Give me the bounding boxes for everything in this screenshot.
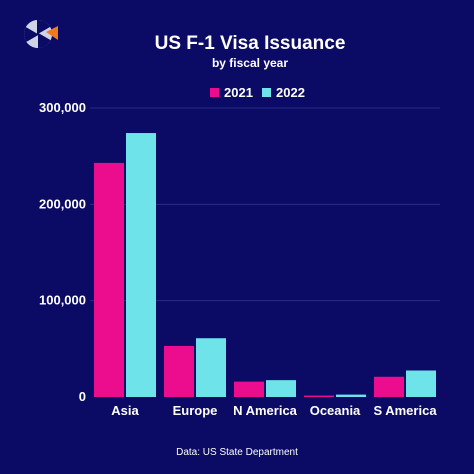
x-tick-label: Oceania <box>310 403 361 418</box>
bar-2021-europe <box>164 345 194 397</box>
bar-2022-n-america <box>266 380 296 397</box>
x-axis-ticks: Asia Europe N America Oceania S America <box>111 403 437 418</box>
x-tick-label: S America <box>373 403 437 418</box>
chart-subtitle: by fiscal year <box>212 56 288 70</box>
y-tick-label: 200,000 <box>39 196 86 211</box>
y-tick-label: 300,000 <box>39 100 86 115</box>
source-note: Data: US State Department <box>176 447 298 458</box>
legend-swatch-2022 <box>262 88 271 97</box>
legend-label-2021: 2021 <box>224 85 253 100</box>
legend: 2021 2022 <box>210 85 305 100</box>
bars <box>94 133 436 397</box>
legend-label-2022: 2022 <box>276 85 305 100</box>
y-tick-label: 0 <box>79 389 86 404</box>
chart-title: US F-1 Visa Issuance <box>155 33 346 54</box>
legend-swatch-2021 <box>210 88 219 97</box>
bar-2021-s-america <box>374 376 404 397</box>
bar-2021-oceania <box>304 395 334 397</box>
segmented-circle-logo-icon <box>24 20 58 48</box>
y-tick-label: 100,000 <box>39 293 86 308</box>
y-axis-ticks: 0 100,000 200,000 300,000 <box>39 100 86 404</box>
bar-2022-asia <box>126 133 156 397</box>
x-tick-label: N America <box>233 403 298 418</box>
bar-2022-s-america <box>406 370 436 397</box>
bar-2022-oceania <box>336 394 366 397</box>
x-tick-label: Asia <box>111 403 139 418</box>
bar-2021-asia <box>94 162 124 397</box>
x-tick-label: Europe <box>173 403 218 418</box>
bar-2022-europe <box>196 338 226 397</box>
bar-2021-n-america <box>234 381 264 397</box>
